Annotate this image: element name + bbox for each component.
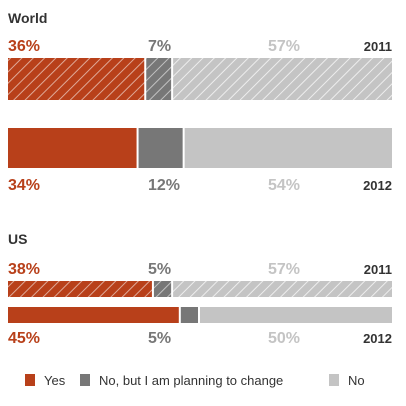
- section-title: World: [8, 10, 47, 26]
- bar-segment-planning: [153, 281, 172, 297]
- year-label: 2012: [363, 178, 392, 193]
- value-label-no: 54%: [268, 177, 300, 194]
- bar-segment-yes: [8, 281, 152, 297]
- section-title: US: [8, 231, 27, 247]
- value-label-no: 57%: [268, 38, 300, 55]
- legend-swatch-no: [329, 374, 339, 386]
- value-label-planning: 5%: [148, 261, 171, 278]
- value-label-yes: 34%: [8, 177, 40, 194]
- value-label-planning: 5%: [148, 330, 171, 347]
- value-label-yes: 45%: [8, 330, 40, 347]
- legend-swatch-yes: [25, 374, 35, 386]
- value-label-yes: 38%: [8, 261, 40, 278]
- value-label-no: 50%: [268, 330, 300, 347]
- year-label: 2012: [363, 331, 392, 346]
- value-label-planning: 12%: [148, 177, 180, 194]
- legend-label-yes: Yes: [44, 373, 66, 388]
- legend: Yes No, but I am planning to change No: [25, 373, 365, 388]
- bar-segment-yes: [8, 58, 145, 100]
- plot-area: World 36% 7% 57% 2011 34% 12% 54% 2012 US 38% 5% 57%…: [8, 10, 392, 347]
- legend-label-planning: No, but I am planning to change: [99, 373, 283, 388]
- year-label: 2011: [364, 39, 392, 54]
- value-label-yes: 36%: [8, 38, 40, 55]
- bar-segment-no: [173, 58, 392, 100]
- value-label-planning: 7%: [148, 38, 171, 55]
- bar-segment-planning: [138, 128, 183, 168]
- bar-segment-planning: [146, 58, 172, 100]
- bar-segment-yes: [8, 128, 137, 168]
- year-label: 2011: [364, 262, 392, 277]
- bar-segment-no: [184, 128, 392, 168]
- bar-segment-no: [173, 281, 392, 297]
- bar-segment-planning: [180, 307, 198, 323]
- bar-segment-yes: [8, 307, 179, 323]
- legend-label-no: No: [348, 373, 365, 388]
- bar-segment-no: [200, 307, 392, 323]
- value-label-no: 57%: [268, 261, 300, 278]
- legend-swatch-planning: [80, 374, 90, 386]
